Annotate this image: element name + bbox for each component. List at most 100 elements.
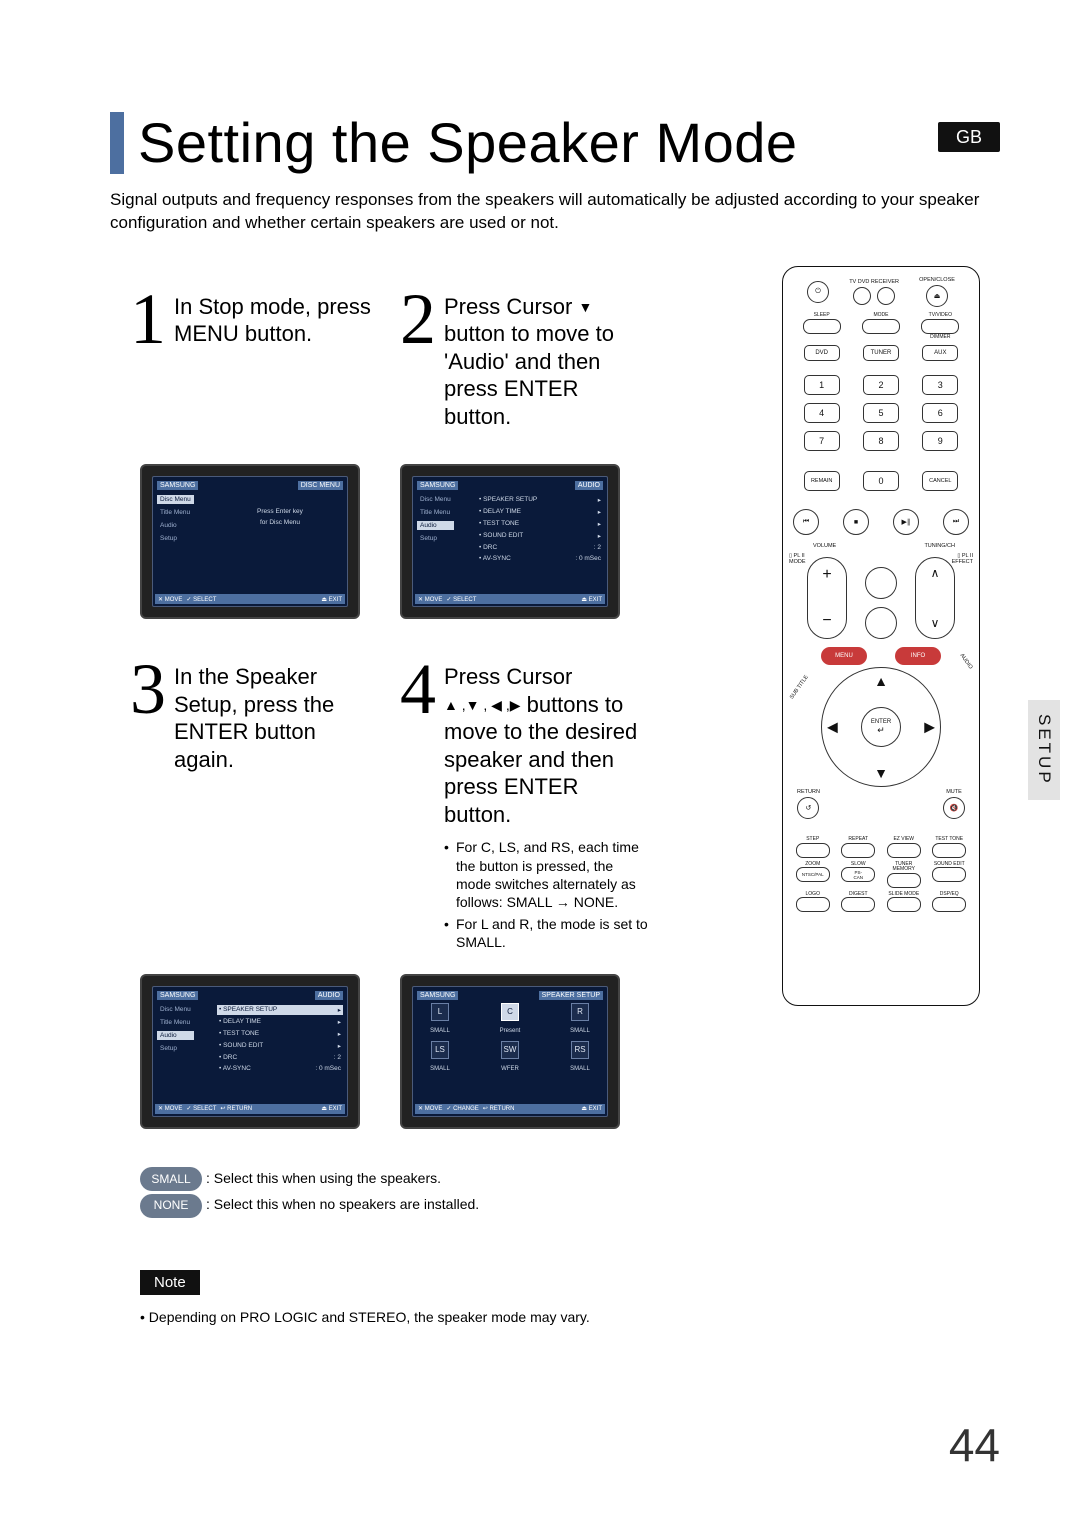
tuning-rocker[interactable]: ∧∨ bbox=[915, 557, 955, 639]
mode-button[interactable] bbox=[862, 319, 900, 334]
dpad-down[interactable]: ▼ bbox=[874, 765, 888, 781]
mode-label: MODE bbox=[858, 313, 903, 319]
speaker-C: C bbox=[501, 1003, 519, 1021]
legend: SMALL: Select this when using the speake… bbox=[140, 1165, 1000, 1218]
tv-footer-item: ✕ MOVE bbox=[158, 1105, 182, 1112]
tvvideo-button[interactable] bbox=[921, 319, 959, 334]
bottom-label: DSP/EQ bbox=[930, 892, 970, 898]
tuning-label: TUNING/CH bbox=[924, 543, 955, 549]
bottom-button-slow[interactable]: PS-CAN bbox=[841, 867, 875, 882]
num-1-button[interactable]: 1 bbox=[804, 375, 840, 395]
num-4-button[interactable]: 4 bbox=[804, 403, 840, 423]
tv3-left-item: Disc Menu bbox=[157, 1005, 194, 1014]
num-9-button[interactable]: 9 bbox=[922, 431, 958, 451]
menu-button[interactable]: MENU bbox=[821, 647, 867, 665]
next-button[interactable]: ⏭ bbox=[943, 509, 969, 535]
plii-mode-button[interactable] bbox=[865, 567, 897, 599]
tv2-right-item: • DELAY TIME▸ bbox=[477, 507, 603, 517]
return-button[interactable]: ↺ bbox=[797, 797, 819, 819]
tv2-right-item: • SOUND EDIT▸ bbox=[477, 531, 603, 541]
legend-small-pill: SMALL bbox=[140, 1167, 202, 1191]
bottom-button-logo[interactable] bbox=[796, 897, 830, 912]
bottom-label: TUNER MEMORY bbox=[884, 862, 924, 873]
speaker-LS-label: SMALL bbox=[430, 1066, 450, 1072]
bottom-button-zoom[interactable]: NTSC/PAL bbox=[796, 867, 830, 882]
tv2-left-item: Title Menu bbox=[417, 508, 454, 517]
aux-source-button[interactable]: AUX bbox=[922, 345, 958, 361]
tv1-footer: ✕ MOVE ✓ SELECT ⏏ EXIT bbox=[155, 594, 345, 604]
step-2-text: Press Cursor ▼ button to move to 'Audio'… bbox=[444, 289, 650, 431]
num-6-button[interactable]: 6 bbox=[922, 403, 958, 423]
sleep-button[interactable] bbox=[803, 319, 841, 334]
tv3-right-item: • SPEAKER SETUP▸ bbox=[217, 1005, 343, 1015]
info-button[interactable]: INFO bbox=[895, 647, 941, 665]
speaker-R: R bbox=[571, 1003, 589, 1021]
numpad-bottom-row: REMAIN 0 CANCEL bbox=[799, 471, 963, 491]
tv2-section-label: AUDIO bbox=[575, 481, 603, 490]
enter-button[interactable]: ENTER↵ bbox=[861, 707, 901, 747]
bottom-button-sound-edit[interactable] bbox=[932, 867, 966, 882]
tv2-left-item: Audio bbox=[417, 521, 454, 530]
step-1-number: 1 bbox=[130, 289, 166, 350]
cancel-button[interactable]: CANCEL bbox=[922, 471, 958, 491]
bottom-label: SLOW bbox=[839, 862, 879, 868]
tv-screenshot-3: SAMSUNG AUDIO Disc Menu Title Menu Audio… bbox=[140, 974, 360, 1129]
bottom-button-dsp-eq[interactable] bbox=[932, 897, 966, 912]
tv1-left-item: Setup bbox=[157, 534, 194, 543]
dvd-select[interactable] bbox=[877, 287, 895, 305]
tv1-left-item: Disc Menu bbox=[157, 495, 194, 504]
stop-button[interactable]: ■ bbox=[843, 509, 869, 535]
num-8-button[interactable]: 8 bbox=[863, 431, 899, 451]
num-7-button[interactable]: 7 bbox=[804, 431, 840, 451]
volume-rocker[interactable]: +− bbox=[807, 557, 847, 639]
tv-select[interactable] bbox=[853, 287, 871, 305]
bottom-button-ez-view[interactable] bbox=[887, 843, 921, 858]
remain-button[interactable]: REMAIN bbox=[804, 471, 840, 491]
bottom-button-digest[interactable] bbox=[841, 897, 875, 912]
speaker-SW-label: WFER bbox=[501, 1066, 519, 1072]
legend-none-text: : Select this when no speakers are insta… bbox=[206, 1196, 479, 1212]
tv-footer-item: ↩ RETURN bbox=[483, 1105, 515, 1112]
dpad-up[interactable]: ▲ bbox=[874, 673, 888, 689]
dpad-left[interactable]: ◀ bbox=[827, 719, 838, 736]
power-button[interactable]: ⏻ bbox=[807, 281, 829, 303]
open-close-button[interactable]: ⏏ bbox=[926, 285, 948, 307]
speaker-LS: LS bbox=[431, 1041, 449, 1059]
mute-button[interactable]: 🔇 bbox=[943, 797, 965, 819]
bottom-button-test-tone[interactable] bbox=[932, 843, 966, 858]
tv-footer-item: ✕ MOVE bbox=[418, 1105, 442, 1112]
bottom-button-slide-mode[interactable] bbox=[887, 897, 921, 912]
prev-button[interactable]: ⏮ bbox=[793, 509, 819, 535]
tv-screenshot-4: SAMSUNG SPEAKER SETUP L C R SMALL Presen… bbox=[400, 974, 620, 1129]
step-4-bullet: For C, LS, and RS, each time the button … bbox=[444, 838, 650, 911]
dvd-source-button[interactable]: DVD bbox=[804, 345, 840, 361]
step-2: 2 Press Cursor ▼ button to move to 'Audi… bbox=[400, 289, 650, 431]
bottom-button-step[interactable] bbox=[796, 843, 830, 858]
num-2-button[interactable]: 2 bbox=[863, 375, 899, 395]
tv1-brand: SAMSUNG bbox=[157, 481, 198, 490]
play-pause-button[interactable]: ▶∥ bbox=[893, 509, 919, 535]
tv3-left-item: Title Menu bbox=[157, 1018, 194, 1027]
plii-mode-label: ▯ PL II MODE bbox=[789, 553, 806, 565]
bottom-button-tuner-memory[interactable] bbox=[887, 873, 921, 888]
tv2-right-item: • SPEAKER SETUP▸ bbox=[477, 495, 603, 505]
plii-effect-button[interactable] bbox=[865, 607, 897, 639]
tv1-msg: Press Enter key bbox=[255, 507, 305, 516]
bottom-label: TEST TONE bbox=[930, 837, 970, 843]
bottom-label: LOGO bbox=[793, 892, 833, 898]
bottom-button-repeat[interactable] bbox=[841, 843, 875, 858]
num-0-button[interactable]: 0 bbox=[863, 471, 899, 491]
num-5-button[interactable]: 5 bbox=[863, 403, 899, 423]
speaker-RS: RS bbox=[571, 1041, 589, 1059]
num-3-button[interactable]: 3 bbox=[922, 375, 958, 395]
speaker-RS-label: SMALL bbox=[570, 1066, 590, 1072]
step-4-bullet: For L and R, the mode is set to SMALL. bbox=[444, 915, 650, 951]
tuner-source-button[interactable]: TUNER bbox=[863, 345, 899, 361]
tv3-right-item: • DRC: 2 bbox=[217, 1053, 343, 1062]
dpad-right[interactable]: ▶ bbox=[924, 719, 935, 736]
tv3-right-item: • TEST TONE▸ bbox=[217, 1029, 343, 1039]
speaker-L-label: SMALL bbox=[430, 1028, 450, 1034]
tv3-left-item: Setup bbox=[157, 1044, 194, 1053]
mute-label: MUTE bbox=[946, 789, 962, 795]
speaker-grid: L C R SMALL Present SMALL LS SW RS SMALL… bbox=[419, 1001, 601, 1102]
